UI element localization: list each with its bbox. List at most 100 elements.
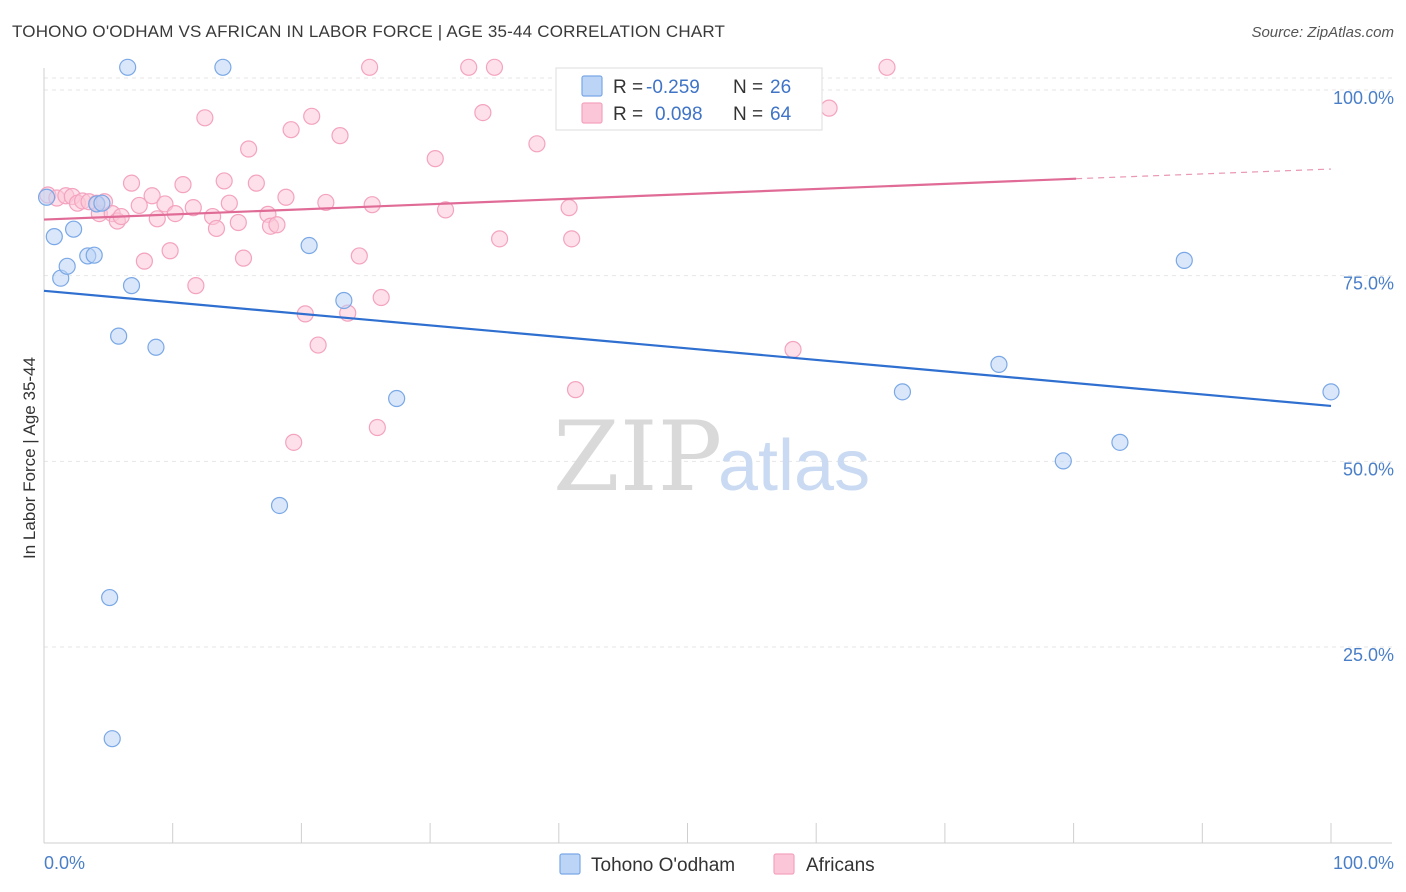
- africans-point: [277, 188, 295, 206]
- tohono-point: [101, 588, 119, 607]
- tohono-point: [1054, 452, 1072, 470]
- tohono-point: [103, 730, 121, 748]
- tohono-point: [214, 58, 232, 76]
- tohono-point: [85, 246, 103, 264]
- x-tick-label-min: 0.0%: [44, 853, 85, 873]
- africans-point: [207, 219, 226, 238]
- watermark-atlas: atlas: [718, 426, 870, 506]
- legend-swatch-tohono: [581, 75, 603, 97]
- africans-point: [282, 121, 300, 139]
- africans-point: [363, 196, 381, 214]
- tohono-point: [300, 236, 318, 255]
- africans-point: [566, 381, 585, 399]
- africans-point: [196, 109, 214, 127]
- tohono-point: [37, 188, 56, 206]
- africans-point: [784, 340, 802, 359]
- bottom-legend-swatch-africans: [773, 853, 795, 875]
- africans-point: [878, 58, 896, 76]
- africans-point: [161, 242, 179, 260]
- legend-n-value-africans: 64: [770, 104, 792, 125]
- africans-trend-line: [43, 177, 1077, 221]
- bottom-legend-swatch-tohono: [559, 853, 581, 875]
- y-tick-label: 100.0%: [1333, 88, 1394, 108]
- tohono-point: [58, 257, 76, 275]
- africans-point: [143, 187, 161, 205]
- africans-point: [350, 247, 368, 265]
- legend-r-value-africans: 0.098: [655, 104, 703, 125]
- africans-point: [247, 174, 265, 192]
- tohono-point: [65, 220, 83, 238]
- africans-point: [240, 140, 258, 158]
- africans-point: [148, 210, 166, 228]
- africans-point: [135, 252, 153, 270]
- tohono-point: [335, 291, 353, 310]
- legend-r-label-africans: R =: [613, 104, 643, 125]
- chart-title: TOHONO O'ODHAM VS AFRICAN IN LABOR FORCE…: [12, 22, 726, 41]
- africans-point: [317, 193, 335, 212]
- africans-point: [130, 196, 148, 215]
- tohono-point: [110, 327, 128, 345]
- africans-point: [220, 194, 238, 212]
- africans-point: [460, 58, 478, 76]
- legend-n-value-tohono: 26: [770, 77, 791, 98]
- y-tick-labels: 25.0% 50.0% 75.0% 100.0%: [1333, 88, 1394, 665]
- africans-point: [215, 172, 233, 190]
- africans-point: [122, 174, 141, 192]
- legend-r-value-tohono: -0.259: [646, 77, 700, 98]
- africans-point: [229, 213, 247, 232]
- africans-point: [820, 99, 838, 117]
- legend-n-label-tohono: N =: [733, 77, 763, 98]
- africans-point: [485, 58, 504, 76]
- africans-point: [426, 150, 444, 168]
- tohono-points: [37, 58, 1340, 748]
- tohono-point: [122, 277, 141, 295]
- africans-point: [187, 277, 205, 295]
- tohono-point: [388, 389, 406, 408]
- africans-point: [436, 201, 455, 219]
- africans-point: [184, 199, 202, 217]
- watermark: ZIP atlas: [553, 401, 870, 513]
- tohono-point: [93, 194, 111, 212]
- y-axis-title: In Labor Force | Age 35-44: [20, 357, 39, 559]
- tohono-point: [1175, 251, 1193, 269]
- africans-point: [490, 230, 509, 248]
- africans-point: [285, 433, 303, 451]
- tohono-point: [147, 338, 165, 356]
- y-tick-label: 50.0%: [1343, 459, 1394, 479]
- legend-r-label-tohono: R =: [613, 77, 643, 98]
- tohono-point: [45, 228, 63, 246]
- africans-point: [234, 249, 253, 267]
- tohono-point: [270, 496, 289, 515]
- tohono-point: [1322, 383, 1340, 401]
- bottom-legend-label-africans: Africans: [806, 855, 875, 876]
- bottom-legend-label-tohono: Tohono O'odham: [591, 855, 735, 876]
- africans-point: [372, 288, 390, 307]
- africans-point: [474, 103, 492, 122]
- tohono-point: [990, 355, 1008, 373]
- legend-swatch-africans: [581, 102, 603, 124]
- x-tick-label-max: 100.0%: [1333, 853, 1394, 873]
- watermark-zip: ZIP: [553, 401, 722, 513]
- africans-point: [528, 135, 546, 153]
- africans-point: [309, 336, 327, 354]
- chart-source: Source: ZipAtlas.com: [1251, 24, 1394, 41]
- africans-point: [331, 127, 349, 145]
- africans-point: [174, 176, 192, 194]
- y-tick-label: 75.0%: [1343, 274, 1394, 294]
- africans-point: [560, 199, 578, 217]
- tohono-trend-line: [43, 289, 1332, 408]
- x-ticks: [43, 823, 1332, 843]
- tohono-point: [1111, 433, 1129, 451]
- africans-point: [563, 230, 581, 248]
- y-tick-label: 25.0%: [1343, 645, 1394, 665]
- africans-point: [368, 418, 386, 437]
- africans-point: [303, 107, 321, 125]
- legend-n-label-africans: N =: [733, 104, 763, 125]
- gridlines: [44, 77, 1392, 648]
- stats-legend: R = -0.259 N = 26 R = 0.098 N = 64: [555, 67, 823, 131]
- trend-lines: [43, 168, 1332, 408]
- series-legend: Tohono O'odham Africans: [559, 853, 875, 876]
- africans-trend-line-extension: [1076, 168, 1332, 180]
- tohono-point: [119, 58, 137, 76]
